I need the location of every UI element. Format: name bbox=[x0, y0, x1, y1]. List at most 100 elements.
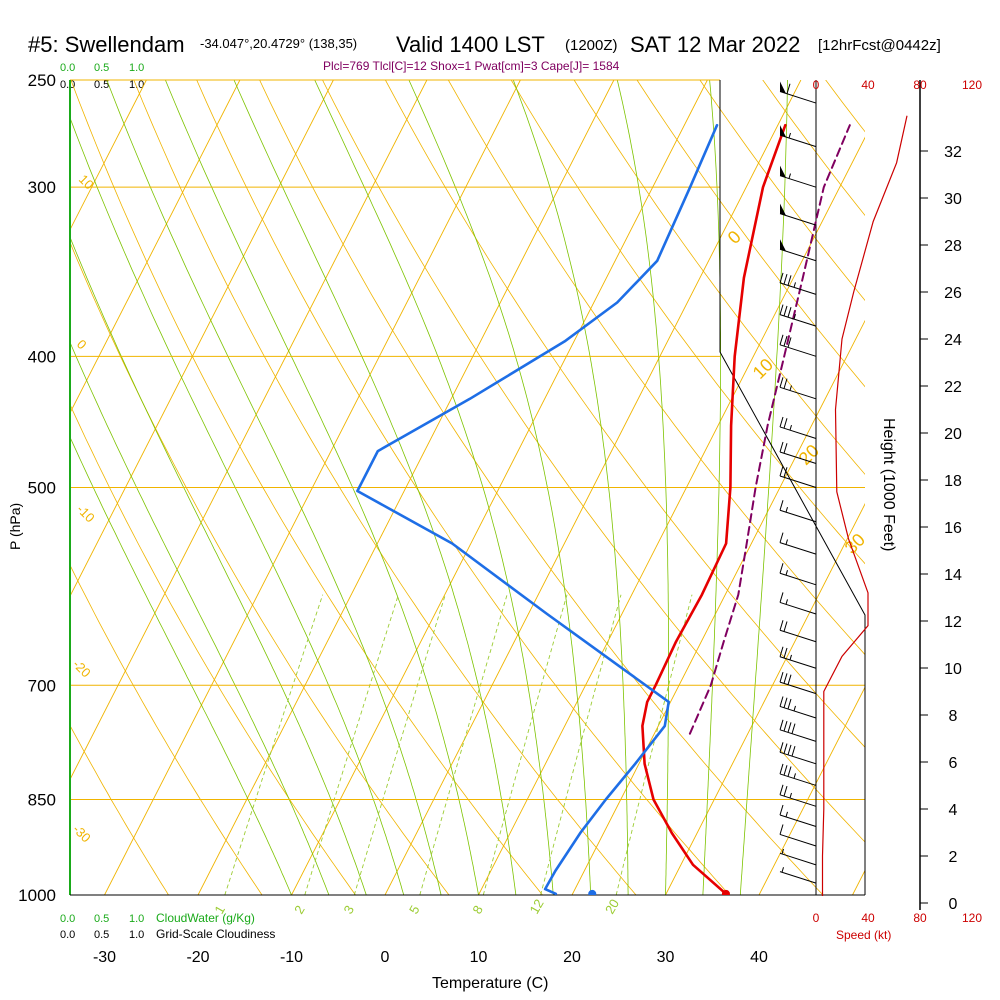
wind-barb bbox=[779, 848, 817, 866]
dry-adiabat-line bbox=[70, 724, 169, 895]
moist-adiabat-line bbox=[314, 80, 554, 895]
temperature-axis-title: Temperature (C) bbox=[432, 975, 548, 992]
wind-barb bbox=[779, 563, 817, 586]
isotherm-line bbox=[70, 80, 147, 231]
wind-barb bbox=[779, 304, 817, 327]
dry-adiabat-line bbox=[70, 241, 450, 895]
cloudwater-legend: CloudWater (g/Kg) bbox=[156, 911, 255, 925]
wind-barb bbox=[779, 125, 817, 148]
isotherm-label: -20 bbox=[70, 657, 94, 681]
height-tick-label: 28 bbox=[944, 238, 962, 255]
speed-tick-label-top: 120 bbox=[962, 78, 982, 92]
mixing-ratio-line bbox=[224, 594, 324, 895]
wide-isotherm-label: 30 bbox=[841, 530, 869, 558]
temperature-tick-label: -30 bbox=[93, 949, 116, 966]
moist-adiabat-line bbox=[70, 436, 292, 895]
dry-adiabat-line bbox=[573, 80, 865, 475]
height-axis-title: Height (1000 Feet) bbox=[880, 418, 897, 551]
wind-barb bbox=[779, 416, 817, 439]
dry-adiabat-line bbox=[932, 56, 1000, 924]
height-tick-label: 20 bbox=[944, 426, 962, 443]
mixing-ratio-label: 20 bbox=[602, 896, 622, 916]
cloudiness-tick-bottom-1: 0.5 bbox=[94, 929, 109, 941]
isotherm-line bbox=[665, 503, 865, 895]
forecast-text: [12hrFcst@0442z] bbox=[818, 37, 941, 54]
wind-barb bbox=[779, 165, 817, 188]
wind-barb bbox=[779, 81, 817, 104]
sounding-series bbox=[356, 123, 851, 895]
mixing-ratio-line bbox=[419, 594, 508, 895]
cloudiness-tick-top-2: 1.0 bbox=[129, 79, 144, 91]
wind-barb bbox=[779, 763, 817, 786]
temperature-tick-label: 10 bbox=[470, 949, 488, 966]
wind-barb bbox=[779, 592, 817, 615]
wind-barb bbox=[779, 742, 817, 765]
mixing-ratio-label: 5 bbox=[406, 903, 423, 917]
cloudiness-tick-bottom-2: 1.0 bbox=[129, 929, 144, 941]
height-tick-label: 24 bbox=[944, 332, 962, 349]
speed-tick-label-top: 80 bbox=[913, 78, 927, 92]
dry-adiabat-line bbox=[259, 80, 824, 895]
wind-barb bbox=[779, 804, 817, 827]
mixing-ratio-label: 12 bbox=[527, 896, 547, 916]
temperature-tick-label: 20 bbox=[563, 949, 581, 966]
wind-barbs bbox=[779, 81, 817, 884]
indices-text: Plcl=769 Tlcl[C]=12 Shox=1 Pwat[cm]=3 Ca… bbox=[323, 59, 620, 73]
mixing-ratio-label: 2 bbox=[291, 903, 308, 917]
plot-frame bbox=[69, 79, 866, 896]
dewpoint-surface-point bbox=[588, 889, 597, 895]
isotherm-label: 10 bbox=[76, 172, 97, 193]
speed-axis-title: Speed (kt) bbox=[836, 928, 891, 942]
moist-adiabat-line bbox=[70, 236, 367, 895]
wind-barb bbox=[779, 784, 817, 807]
cloudiness-tick-bottom-0: 0.0 bbox=[60, 929, 75, 941]
temperature-tick-label: 40 bbox=[750, 949, 768, 966]
pressure-tick-label: 850 bbox=[28, 790, 56, 809]
zulu-text: (1200Z) bbox=[565, 37, 618, 54]
temperature-surface-point bbox=[721, 889, 730, 895]
wind-barb bbox=[779, 671, 817, 695]
valid-text: Valid 1400 LST bbox=[396, 32, 545, 57]
grid-line-labels: 100-10-20-301 2 3 5 8 12 20 bbox=[70, 172, 622, 917]
isotherm-label: -30 bbox=[70, 822, 94, 846]
pressure-axis-title: P (hPa) bbox=[7, 503, 23, 550]
wind-barb bbox=[779, 272, 817, 295]
moist-adiabat-line bbox=[512, 80, 629, 895]
height-tick-label: 26 bbox=[944, 285, 962, 302]
cloudwater-tick-top-0: 0.0 bbox=[60, 62, 75, 74]
cloudwater-tick-top-2: 1.0 bbox=[129, 62, 144, 74]
pressure-tick-label: 500 bbox=[28, 479, 56, 498]
background-grid bbox=[70, 56, 1000, 924]
height-tick-label: 2 bbox=[949, 849, 958, 866]
dry-adiabat-line bbox=[70, 403, 356, 895]
pressure-tick-label: 250 bbox=[28, 71, 56, 90]
moist-adiabat-line bbox=[233, 80, 517, 895]
cloudwater-tick-bottom-1: 0.5 bbox=[94, 913, 109, 925]
isotherm-label: -10 bbox=[74, 502, 98, 526]
mixing-ratio-line bbox=[304, 594, 399, 895]
wind-barb bbox=[779, 646, 817, 669]
height-tick-label: 0 bbox=[949, 896, 958, 913]
height-tick-label: 30 bbox=[944, 191, 962, 208]
date-text: SAT 12 Mar 2022 bbox=[630, 32, 800, 57]
height-tick-label: 10 bbox=[944, 661, 962, 678]
moist-adiabat-line bbox=[70, 341, 330, 895]
wind-barb bbox=[779, 867, 817, 884]
wind-barb bbox=[779, 532, 817, 555]
speed-tick-label-bottom: 40 bbox=[861, 911, 875, 925]
moist-adiabat-line bbox=[165, 80, 479, 895]
mixing-ratio-line bbox=[353, 594, 446, 895]
dry-adiabat-line bbox=[133, 80, 637, 895]
isotherm-line bbox=[852, 869, 865, 895]
wind-speed-profile bbox=[821, 115, 908, 896]
cloud-ticks-bottom: 0.0 0.5 1.0 CloudWater (g/Kg) 0.0 0.5 1.… bbox=[60, 911, 275, 941]
temperature-tick-label: 0 bbox=[381, 949, 390, 966]
dry-adiabat-line bbox=[70, 564, 263, 895]
moist-adiabat-line bbox=[70, 116, 405, 895]
cloudwater-tick-bottom-2: 1.0 bbox=[129, 913, 144, 925]
speed-tick-label-bottom: 0 bbox=[813, 911, 820, 925]
wind-barb bbox=[779, 696, 817, 719]
wide-isotherm-label: 10 bbox=[749, 355, 777, 383]
